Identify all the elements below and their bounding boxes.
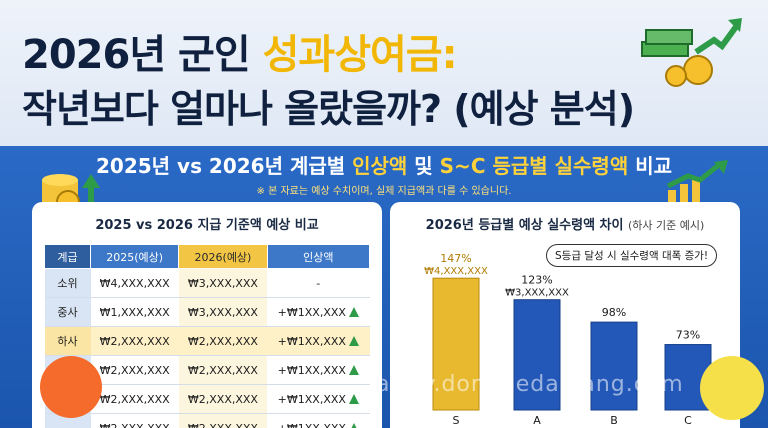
up-arrow-icon xyxy=(348,422,359,428)
up-arrow-icon xyxy=(348,364,359,375)
watermark: army.dongnedaejang.com xyxy=(376,372,684,397)
growth-chart-icon xyxy=(666,160,728,204)
table-row: 중사 ₩1,XXX,XXX ₩3,XXX,XXX +₩1XX,XXX xyxy=(44,297,370,327)
col-header-2025: 2025(예상) xyxy=(89,244,180,269)
col-header-rank: 계급 xyxy=(44,244,91,269)
value-2025-cell: ₩4,XXX,XXX xyxy=(90,268,179,298)
rank-cell: 소위 xyxy=(44,268,91,298)
bar-B xyxy=(590,321,638,411)
increase-cell: +₩1XX,XXX xyxy=(267,326,370,356)
increase-cell: +₩1XX,XXX xyxy=(267,355,370,385)
value-label: 147% xyxy=(440,252,471,265)
header-area xyxy=(0,0,768,146)
value-2026-cell: ₩2,XXX,XXX xyxy=(178,326,268,356)
grade-chart-panel: 2026년 등급별 예상 실수령액 차이 (하사 기준 예시) 147% ₩4,X… xyxy=(390,202,740,428)
chart-title: 2026년 등급별 예상 실수령액 차이 (하사 기준 예시) xyxy=(425,218,705,233)
disclaimer-note: ※ 본 자료는 예상 수치이며, 실제 지급액과 다를 수 있습니다. xyxy=(256,186,512,197)
category-label: C xyxy=(684,414,692,427)
category-label: S xyxy=(453,414,460,427)
increase-cell: - xyxy=(267,268,370,298)
rank-cell: 중사 xyxy=(44,297,91,327)
table-title: 2025 vs 2026 지급 기준액 예상 비교 xyxy=(95,218,319,233)
table-row: 소위 ₩4,XXX,XXX ₩3,XXX,XXX - xyxy=(44,268,370,298)
value-2026-cell: ₩2,XXX,XXX xyxy=(178,355,268,385)
headline-line-1: 2026년 군인 성과상여금: xyxy=(22,32,458,78)
value-2026-cell: ₩3,XXX,XXX xyxy=(178,268,268,298)
up-arrow-icon xyxy=(348,393,359,404)
value-2025-cell: ₩1,XXX,XXX xyxy=(90,297,179,327)
table-row: ₩2,XXX,XXX ₩2,XXX,XXX +₩1XX,XXX xyxy=(44,413,370,428)
amount-label: ₩4,XXX,XXX xyxy=(424,266,488,277)
value-2025-cell: ₩2,XXX,XXX xyxy=(90,355,179,385)
up-arrow-icon xyxy=(348,306,359,317)
yellow-circle-decoration xyxy=(700,356,764,420)
value-2025-cell: ₩2,XXX,XXX xyxy=(90,384,179,414)
bar-S xyxy=(432,277,480,411)
rank-cell xyxy=(44,413,91,428)
table-row: 하사 ₩2,XXX,XXX ₩2,XXX,XXX +₩1XX,XXX xyxy=(44,326,370,356)
orange-circle-decoration xyxy=(40,356,102,418)
category-label: B xyxy=(610,414,618,427)
callout-bubble: S등급 달성 시 실수령액 대폭 증가! xyxy=(546,244,718,267)
increase-cell: +₩1XX,XXX xyxy=(267,384,370,414)
headline-line-2: 작년보다 얼마나 올랐을까? (예상 분석) xyxy=(22,87,635,131)
value-2026-cell: ₩2,XXX,XXX xyxy=(178,413,268,428)
grade-bar-chart: 147%₩4,XXX,XXX S 123%₩3,XXX,XXX A 98% B 73% C xyxy=(424,252,712,427)
value-2025-cell: ₩2,XXX,XXX xyxy=(90,326,179,356)
value-label: 98% xyxy=(602,306,626,319)
amount-label: ₩3,XXX,XXX xyxy=(505,288,569,299)
value-label: 123% xyxy=(521,274,552,287)
value-2025-cell: ₩2,XXX,XXX xyxy=(90,413,179,428)
value-label: 73% xyxy=(676,329,700,342)
up-arrow-icon xyxy=(348,335,359,346)
rank-cell: 하사 xyxy=(44,326,91,356)
category-label: A xyxy=(533,414,541,427)
increase-cell: +₩1XX,XXX xyxy=(267,413,370,428)
headline-highlight: 성과상여금: xyxy=(262,32,458,78)
increase-cell: +₩1XX,XXX xyxy=(267,297,370,327)
col-header-2026: 2026(예상) xyxy=(178,244,268,269)
value-2026-cell: ₩3,XXX,XXX xyxy=(178,297,268,327)
money-growth-icon xyxy=(641,18,742,87)
value-2026-cell: ₩2,XXX,XXX xyxy=(178,384,268,414)
bar-A xyxy=(513,299,561,411)
subheadline: 2025년 vs 2026년 계급별 인상액 및 S~C 등급별 실수령액 비교 xyxy=(96,154,672,178)
col-header-increase: 인상액 xyxy=(266,244,371,269)
